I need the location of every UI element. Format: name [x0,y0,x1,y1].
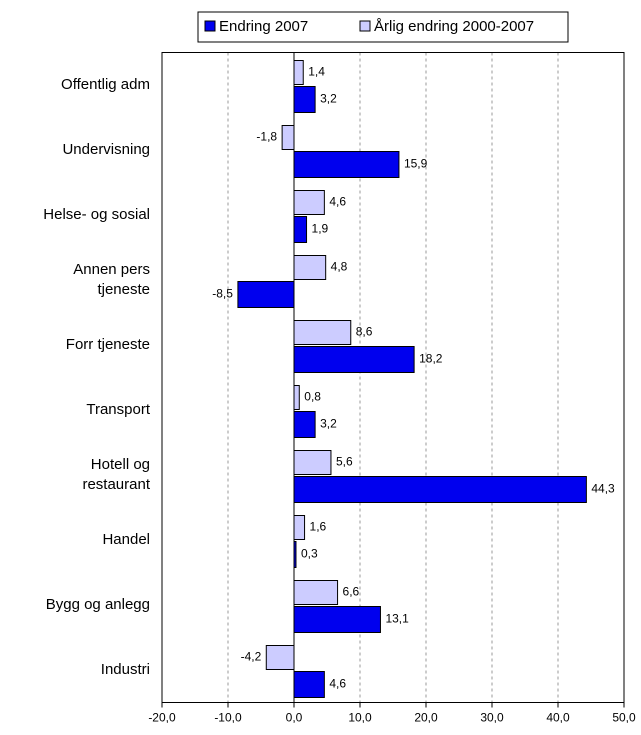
bar [293,580,339,605]
bar [293,255,327,280]
bar [293,515,306,540]
legend-swatch [359,20,371,32]
category-label: Hotell og restaurant [82,456,150,493]
legend-box [197,11,569,43]
bar [293,86,316,113]
legend-label: Årlig endring 2000-2007 [374,18,534,35]
category-label: Industri [101,661,150,678]
plot-frame [161,52,625,703]
x-tick-label: 0,0 [286,711,303,725]
bar [293,151,400,178]
bar [293,450,332,475]
value-label: 15,9 [404,157,428,171]
category-label: Bygg og anlegg [46,596,150,613]
bar [293,671,325,698]
category-label: Helse- og sosial [43,206,150,223]
bar [293,606,381,633]
value-label: 4,8 [331,260,348,274]
category-label: Offentlig adm [61,76,150,93]
bar [293,320,352,345]
category-label: Handel [102,531,150,548]
value-label: 5,6 [336,455,353,469]
value-label: 1,9 [312,222,329,236]
value-label: 4,6 [329,677,346,691]
value-label: 18,2 [419,352,443,366]
x-tick-label: -20,0 [148,711,176,725]
x-tick-label: 20,0 [414,711,438,725]
value-label: 8,6 [356,325,373,339]
value-label: -8,5 [212,287,233,301]
bar [293,216,308,243]
value-label: 0,8 [304,390,321,404]
bar [293,346,415,373]
value-label: 1,6 [310,520,327,534]
value-label: 6,6 [343,585,360,599]
legend-swatch [204,20,216,32]
bar [293,476,587,503]
x-tick-label: -10,0 [214,711,242,725]
category-label: Forr tjeneste [66,336,150,353]
category-label: Undervisning [62,141,150,158]
value-label: 4,6 [329,195,346,209]
bar [281,125,295,150]
legend-label: Endring 2007 [219,18,308,35]
x-tick-label: 40,0 [546,711,570,725]
bar [293,60,304,85]
x-tick-label: 10,0 [348,711,372,725]
value-label: -1,8 [256,130,277,144]
value-label: -4,2 [241,650,262,664]
value-label: 44,3 [591,482,615,496]
x-tick-label: 50,0 [612,711,636,725]
value-label: 1,4 [308,65,325,79]
bar [265,645,295,670]
value-label: 0,3 [301,547,318,561]
value-label: 13,1 [385,612,409,626]
bar [237,281,295,308]
category-label: Transport [86,401,150,418]
category-label: Annen pers tjeneste [73,261,150,298]
bar [293,385,300,410]
value-label: 3,2 [320,92,337,106]
x-tick-label: 30,0 [480,711,504,725]
bar [293,411,316,438]
bar [293,190,325,215]
value-label: 3,2 [320,417,337,431]
